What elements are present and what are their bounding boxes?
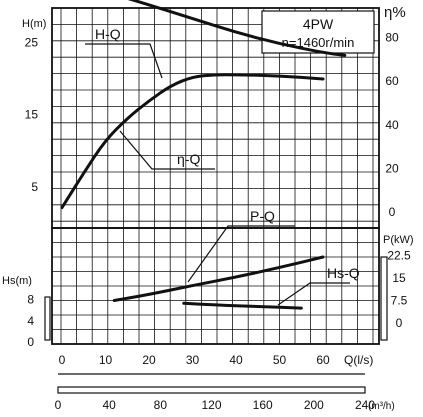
efficiency-axis-title: η% [384,4,406,21]
head-axis-title: H(m) [22,18,46,30]
suction-tick-label: 8 [27,293,34,307]
flow-m3h-tick-label: 160 [253,398,273,412]
performance-curves [60,0,347,310]
suction-tick-label: 0 [27,335,34,349]
etaq-curve [60,73,325,210]
efficiency-tick-label: 0 [389,205,396,219]
flow-tick-label: 10 [99,353,113,367]
grid-lines [52,8,379,344]
hq-leader-line [85,43,163,79]
flow-m3h-tick-label: 240 [355,398,375,412]
flow-m3h-tick-label: 0 [55,398,62,412]
etaq-leader-line [119,130,215,170]
pq-curve [112,255,325,302]
suction-axis-title: Hs(m) [2,275,32,287]
hsq-curve-label: Hs-Q [327,265,360,281]
hsq-curve [182,301,303,310]
flow-m3h-tick-label: 200 [304,398,324,412]
etaq-curve-label: η-Q [177,151,200,167]
power-tick-label: 7.5 [391,294,408,308]
model-name: 4PW [303,16,334,32]
power-scale-box [380,256,388,341]
flow-tick-label: 20 [142,353,156,367]
curve-leader-lines [85,43,350,306]
efficiency-tick-label: 80 [385,31,399,45]
flow-axis-title: Q(l/s) [344,353,373,367]
lower-plot-frame [51,227,380,345]
flow-tick-label: 40 [229,353,243,367]
power-tick-label: 15 [392,271,406,285]
speed-label: n=1460r/min [282,35,355,50]
power-axis-title: P(kW) [383,234,414,246]
pq-curve-label: P-Q [250,208,275,224]
flow-tick-label: 0 [59,353,66,367]
title-box [261,10,375,54]
flow-m3h-tick-label: 120 [201,398,221,412]
flow-m3h-tick-label: 80 [154,398,168,412]
efficiency-tick-label: 40 [385,118,399,132]
m3h-scale-bar [57,386,366,394]
flow-m3h-axis-title: (m³/h) [368,401,395,412]
flow-tick-label: 50 [273,353,287,367]
power-tick-label: 22.5 [387,249,411,263]
suction-tick-label: 4 [27,314,34,328]
efficiency-tick-label: 20 [385,161,399,175]
flow-tick-label: 30 [186,353,200,367]
power-tick-label: 0 [396,316,403,330]
head-tick-label: 15 [25,108,39,122]
tick-labels: 515253502040608022.5157.5084001020304050… [25,31,411,412]
flow-m3h-tick-label: 40 [102,398,116,412]
flow-tick-label: 60 [316,353,330,367]
suction-scale-box [44,296,51,341]
head-tick-label: 5 [31,180,38,194]
hsq-leader-line [277,282,350,306]
efficiency-tick-label: 60 [385,74,399,88]
hq-curve-label: H-Q [95,26,121,42]
hq-curve [127,0,347,57]
pq-leader-line [187,225,295,283]
head-tick-label: 25 [25,35,39,49]
